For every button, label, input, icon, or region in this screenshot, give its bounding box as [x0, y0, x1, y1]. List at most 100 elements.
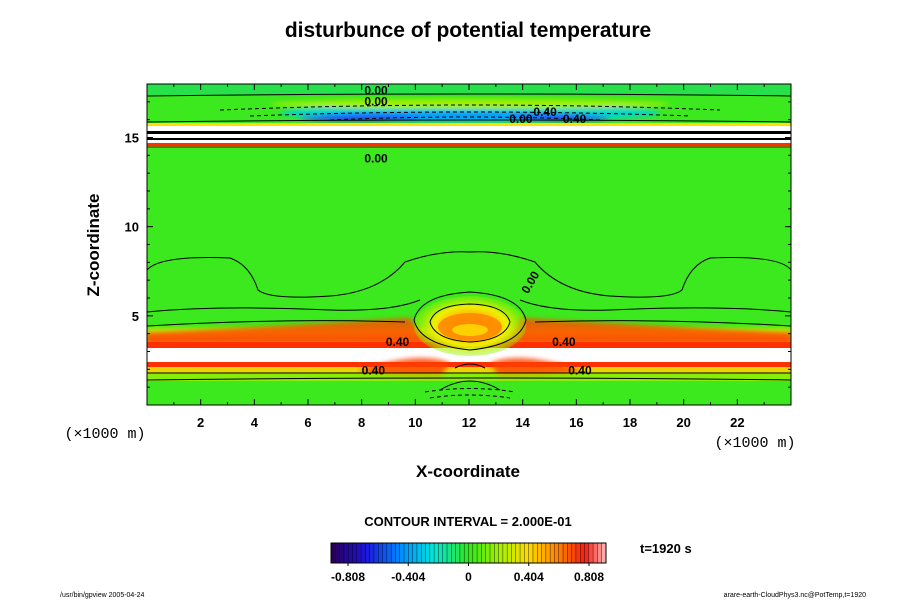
colorbar-swatch	[425, 543, 431, 563]
colorbar-swatch	[515, 543, 521, 563]
footer-right: arare-earth-CloudPhys3.nc@PotTemp,t=1920	[724, 592, 866, 599]
colorbar-swatch	[391, 543, 396, 563]
colorbar-swatch	[541, 543, 547, 563]
colorbar-swatch	[382, 543, 388, 563]
contour-lines-dashed	[219, 104, 721, 399]
x-tick-label: 6	[304, 415, 311, 430]
colorbar-swatch	[339, 543, 345, 563]
contour-interval-label: CONTOUR INTERVAL = 2.000E-01	[364, 514, 571, 529]
colorbar-swatch	[442, 543, 448, 563]
warm-strip-top	[147, 123, 791, 126]
colorbar-swatch	[464, 543, 469, 563]
colorbar-swatch	[588, 543, 594, 563]
colorbar-swatch	[447, 543, 452, 563]
colorbar-swatch	[451, 543, 456, 563]
footer-left: /usr/bin/gpview 2005-04-24	[60, 592, 145, 599]
colorbar-swatch	[386, 543, 392, 563]
y-axis-unit: (×1000 m)	[64, 426, 145, 443]
contour-label: 0.40	[533, 105, 557, 119]
colorbar: -0.808 -0.404 0 0.404 0.808	[330, 542, 607, 584]
colorbar-swatch	[528, 543, 534, 563]
colorbar-swatch	[537, 543, 542, 563]
x-tick-label: 18	[623, 415, 637, 430]
colorbar-swatch	[485, 543, 491, 563]
colorbar-swatch	[494, 543, 499, 563]
colorbar-swatch	[352, 543, 358, 563]
colorbar-swatch	[545, 543, 551, 563]
colorbar-swatch	[520, 543, 525, 563]
time-label: t=1920 s	[640, 541, 692, 556]
colorbar-swatch	[335, 543, 340, 563]
colorbar-swatch	[331, 543, 336, 563]
x-tick-label: 16	[569, 415, 583, 430]
colorbar-swatch	[580, 543, 585, 563]
colorbar-swatch	[373, 543, 379, 563]
colorbar-swatch	[584, 543, 590, 563]
x-tick-label: 8	[358, 415, 365, 430]
colorbar-swatch	[550, 543, 555, 563]
colorbar-swatch	[532, 543, 538, 563]
x-tick-label: 20	[676, 415, 690, 430]
colorbar-swatch	[421, 543, 426, 563]
plot-area	[147, 84, 791, 405]
colorbar-swatch	[554, 543, 560, 563]
colorbar-swatch	[502, 543, 508, 563]
y-tick-label: 15	[125, 131, 139, 146]
colorbar-swatch	[511, 543, 517, 563]
colorbar-swatch	[361, 543, 366, 563]
x-tick-label: 2	[197, 415, 204, 430]
colorbar-swatch	[348, 543, 353, 563]
x-tick-label: 10	[408, 415, 422, 430]
contour-label: 0.40	[552, 335, 576, 349]
colorbar-swatch	[524, 543, 529, 563]
colorbar-tick-label: -0.808	[331, 570, 365, 584]
colorbar-swatch	[356, 543, 362, 563]
colorbar-swatch	[455, 543, 461, 563]
contour-label: 0.00	[364, 94, 388, 108]
contour-label: 0.40	[386, 335, 410, 349]
colorbar-tick-label: -0.404	[391, 570, 425, 584]
colorbar-swatch	[438, 543, 444, 563]
colorbar-swatch	[429, 543, 435, 563]
x-axis: 2 4 6 8 10 12 14 16 18 20 22	[173, 84, 765, 430]
colorbar-swatch	[498, 543, 504, 563]
contour-lines	[147, 93, 791, 391]
colorbar-swatch	[399, 543, 405, 563]
contour-label: 0.00	[509, 112, 533, 126]
x-tick-label: 12	[462, 415, 476, 430]
saturated-band-top	[147, 126, 791, 144]
y-axis-label: Z-coordinate	[84, 194, 103, 297]
contour-label: 0.40	[568, 364, 592, 378]
colorbar-swatch	[343, 543, 349, 563]
colorbar-swatch	[597, 543, 603, 563]
colorbar-tick-label: 0.404	[514, 570, 544, 584]
x-tick-label: 14	[515, 415, 530, 430]
colorbar-swatch	[489, 543, 495, 563]
x-tick-label: 4	[251, 415, 259, 430]
colorbar-swatch	[507, 543, 512, 563]
y-axis: 5 10 15	[125, 101, 791, 388]
x-axis-unit: (×1000 m)	[714, 435, 795, 452]
colorbar-swatch	[412, 543, 418, 563]
colorbar-swatch	[567, 543, 572, 563]
colorbar-swatch	[601, 543, 607, 563]
contour-label: 0.40	[563, 112, 587, 126]
contour-label: 0.00	[364, 84, 388, 98]
colorbar-swatch	[395, 543, 401, 563]
colorbar-swatch	[563, 543, 568, 563]
colorbar-swatch	[365, 543, 370, 563]
colorbar-swatch	[481, 543, 486, 563]
colorbar-swatch	[416, 543, 422, 563]
colorbar-tick-label: 0.808	[574, 570, 604, 584]
x-tick-label: 22	[730, 415, 744, 430]
colorbar-swatch	[477, 543, 482, 563]
colorbar-swatch	[472, 543, 478, 563]
colorbar-swatch	[459, 543, 465, 563]
y-tick-label: 5	[132, 309, 139, 324]
chart-title: disturbunce of potential temperature	[285, 19, 651, 42]
x-axis-label: X-coordinate	[416, 462, 520, 481]
colorbar-swatch	[404, 543, 409, 563]
colorbar-swatch	[408, 543, 413, 563]
colorbar-swatch	[369, 543, 375, 563]
